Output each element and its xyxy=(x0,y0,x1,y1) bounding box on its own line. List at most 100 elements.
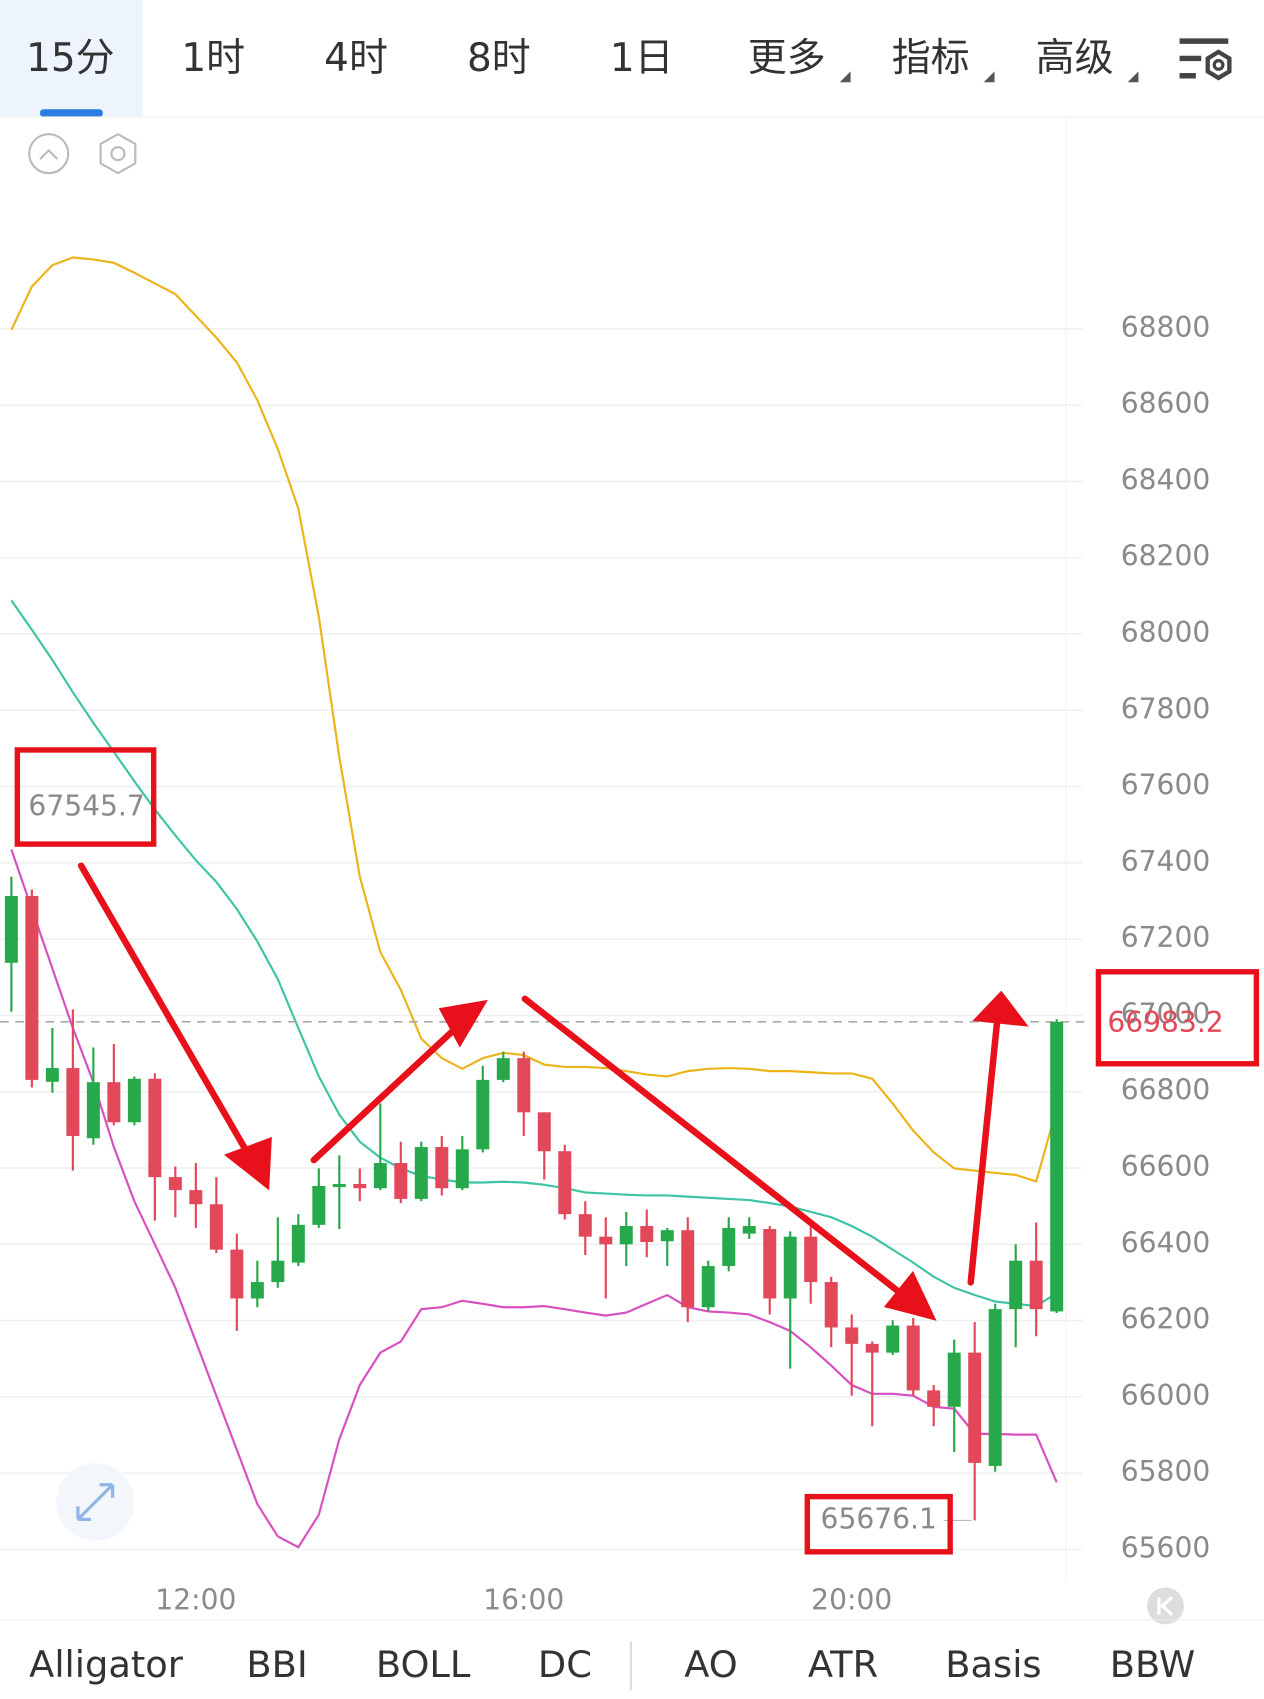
candle-body xyxy=(476,1079,490,1150)
last-price-label: 66983.2 xyxy=(1107,1006,1223,1039)
selected-tab-bg xyxy=(0,0,143,117)
indicator-tab[interactable]: ATR xyxy=(808,1643,878,1686)
timeframe-tab[interactable]: 指标 xyxy=(892,36,970,81)
candle-body xyxy=(86,1082,100,1139)
arrow xyxy=(310,1013,471,1164)
candle-body xyxy=(373,1163,387,1189)
dropdown-marker xyxy=(839,71,851,83)
y-tick-label: 68000 xyxy=(1121,616,1210,649)
candle-body xyxy=(927,1390,941,1407)
candle-body xyxy=(312,1185,326,1225)
candle-body xyxy=(763,1229,777,1299)
timeframe-tab[interactable]: 15分 xyxy=(26,36,114,81)
top-tabs: 15分 1时 4时 8时 1日 更多 指标 高级 xyxy=(26,36,1113,81)
candle-body xyxy=(250,1282,264,1299)
selected-tab-indicator xyxy=(40,109,103,117)
plot-area: 65600 65800 66000 66200 66400 66600 66800 67000… xyxy=(0,119,1224,1617)
band-line xyxy=(10,849,1058,1549)
collapse-icon[interactable] xyxy=(28,133,70,175)
candle-body xyxy=(66,1068,80,1136)
extreme-label: 67545.7 xyxy=(28,789,144,822)
candle-body xyxy=(25,896,39,1080)
arrowhead xyxy=(972,990,1029,1027)
fullscreen-icon xyxy=(76,1483,115,1521)
settings-core xyxy=(110,146,126,162)
y-tick-label: 68200 xyxy=(1121,540,1210,573)
collapse-chevron xyxy=(39,148,59,160)
candle-body xyxy=(640,1225,654,1243)
candle-body xyxy=(558,1151,572,1215)
y-tick-label: 65800 xyxy=(1121,1455,1210,1488)
reset-icon xyxy=(1157,1596,1174,1616)
band-line xyxy=(10,599,1058,1308)
reset-button[interactable] xyxy=(1147,1587,1184,1625)
timeframe-tab[interactable]: 1日 xyxy=(610,36,674,81)
annotation-boxes xyxy=(14,747,1260,1555)
x-tick-label: 12:00 xyxy=(155,1584,236,1617)
arrow xyxy=(77,862,259,1170)
highlight-box xyxy=(804,1493,953,1555)
candle-body xyxy=(496,1058,510,1080)
y-tick-label: 66600 xyxy=(1121,1150,1210,1183)
timeframe-tab[interactable]: 1时 xyxy=(181,36,245,81)
pane-icons xyxy=(28,132,137,175)
timeframe-tab[interactable]: 更多 xyxy=(748,36,826,81)
trend-arrows xyxy=(77,862,1029,1321)
indicator-tab[interactable]: AO xyxy=(684,1643,737,1686)
arrowhead xyxy=(223,1136,272,1191)
candle-body xyxy=(988,1309,1002,1466)
indicator-tab[interactable]: BBW xyxy=(1110,1643,1196,1686)
indicator-tabs: Alligator BBI BOLL DC AO ATR Basis BBW xyxy=(29,1643,1195,1686)
indicator-tab[interactable]: Basis xyxy=(945,1643,1041,1686)
settings-icon[interactable] xyxy=(1179,38,1232,81)
highlight-box xyxy=(1095,969,1260,1067)
candle-body xyxy=(722,1227,736,1267)
highlight-box xyxy=(14,747,157,847)
arrow xyxy=(967,1011,1002,1286)
candle-body xyxy=(394,1163,408,1199)
indicator-tab[interactable]: BOLL xyxy=(376,1643,471,1686)
candle-body xyxy=(619,1225,633,1245)
timeframe-tab[interactable]: 8时 xyxy=(467,36,531,81)
candle-body xyxy=(886,1325,900,1353)
candle-body xyxy=(947,1352,961,1407)
candle-body xyxy=(230,1249,244,1299)
indicator-tab[interactable]: Alligator xyxy=(29,1643,184,1686)
candle-body xyxy=(783,1236,797,1299)
candle-body xyxy=(353,1184,367,1189)
y-tick-label: 68800 xyxy=(1121,311,1210,344)
candle-body xyxy=(701,1266,715,1308)
band-line xyxy=(10,256,1058,1183)
indicator-tab[interactable]: DC xyxy=(538,1643,592,1686)
arrow xyxy=(521,995,918,1308)
candle-body xyxy=(578,1214,592,1237)
indicator-settings-icon[interactable] xyxy=(99,132,137,175)
candle-body xyxy=(127,1078,141,1123)
candle-body xyxy=(4,896,18,963)
timeframe-tab[interactable]: 高级 xyxy=(1036,36,1114,81)
candle-body xyxy=(824,1282,838,1328)
candle-body xyxy=(906,1325,920,1391)
candle-body xyxy=(660,1230,674,1242)
candle-body xyxy=(45,1068,59,1082)
candle-body xyxy=(332,1184,346,1188)
candle-body xyxy=(271,1260,285,1283)
y-tick-label: 66000 xyxy=(1121,1379,1210,1412)
timeframe-tab[interactable]: 4时 xyxy=(324,36,388,81)
candle-body xyxy=(599,1236,613,1245)
x-tick-label: 20:00 xyxy=(811,1584,892,1617)
arrowhead xyxy=(438,999,488,1048)
arrowhead xyxy=(883,1270,937,1321)
x-tick-label: 16:00 xyxy=(483,1584,564,1617)
candle-body xyxy=(517,1058,531,1113)
y-tick-label: 66800 xyxy=(1121,1074,1210,1107)
y-tick-label: 68400 xyxy=(1121,463,1210,496)
y-tick-label: 68600 xyxy=(1121,387,1210,420)
indicator-tab[interactable]: BBI xyxy=(246,1643,307,1686)
candle-body xyxy=(168,1177,182,1191)
extreme-label: 65676.1 xyxy=(821,1502,937,1535)
candle-body xyxy=(804,1236,818,1283)
dropdown-marker xyxy=(983,71,995,83)
y-tick-label: 67600 xyxy=(1121,769,1210,802)
